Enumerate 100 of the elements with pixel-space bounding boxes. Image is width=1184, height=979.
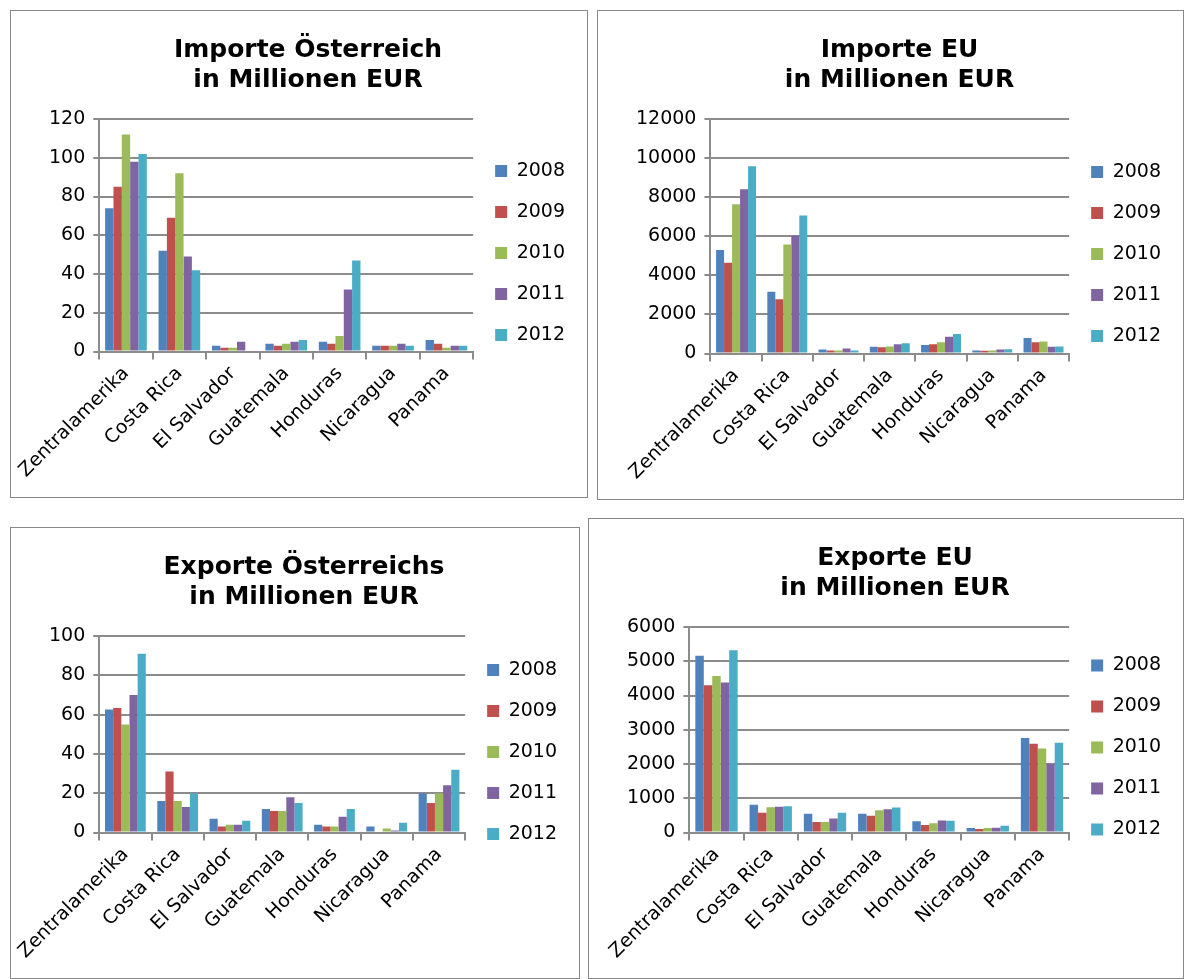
legend-label: 2010 — [1112, 240, 1162, 263]
bar — [121, 724, 130, 832]
y-tick-label: 0 — [73, 338, 86, 361]
y-tick-label: 100 — [49, 144, 86, 167]
y-tick-label: 6000 — [626, 613, 676, 636]
bar — [732, 204, 741, 353]
legend-label: 2009 — [516, 198, 566, 221]
bar — [130, 161, 139, 351]
bar — [443, 785, 452, 832]
bar — [820, 821, 830, 832]
bar — [1055, 346, 1064, 353]
bar — [322, 826, 331, 832]
bar — [113, 707, 122, 832]
bar — [812, 821, 821, 832]
bar — [105, 709, 114, 832]
bar — [937, 820, 947, 832]
bar — [716, 249, 725, 353]
bar — [724, 262, 733, 353]
y-tick-label: 3000 — [626, 716, 676, 739]
y-tick-label: 8000 — [648, 184, 697, 207]
bar — [842, 348, 851, 353]
bar — [885, 346, 894, 353]
y-tick-label: 4000 — [648, 262, 697, 285]
bar — [953, 333, 962, 353]
bar — [129, 694, 138, 832]
bar — [278, 810, 287, 832]
y-tick-label: 100 — [49, 622, 86, 645]
bar — [434, 793, 444, 832]
legend-label: 2012 — [1112, 322, 1162, 345]
bar — [405, 345, 414, 351]
bar — [766, 807, 775, 832]
bar — [1039, 341, 1048, 353]
bar — [983, 828, 992, 832]
bar — [346, 808, 355, 832]
legend-label: 2010 — [508, 738, 558, 761]
bar — [695, 655, 704, 832]
legend-label: 2009 — [1112, 693, 1162, 716]
legend-label: 2010 — [516, 239, 566, 262]
chart-title: Exporte Österreichs in Millionen EUR — [163, 549, 445, 610]
bar — [265, 343, 274, 351]
y-tick-label: 10000 — [635, 145, 697, 168]
bar — [893, 344, 902, 353]
bar — [228, 347, 237, 351]
legend-label: 2010 — [1112, 734, 1162, 757]
bar — [1004, 349, 1013, 353]
y-tick-label: 2000 — [626, 750, 676, 773]
bar — [220, 347, 229, 351]
bar — [425, 339, 434, 351]
bar — [343, 289, 353, 351]
bar — [397, 343, 406, 351]
y-tick-label: 60 — [61, 701, 86, 724]
bar — [1000, 825, 1009, 832]
legend-label: 2012 — [1112, 816, 1162, 839]
bar — [261, 808, 270, 832]
bar — [783, 244, 792, 353]
bar — [850, 350, 859, 353]
bar — [749, 804, 759, 832]
bar — [891, 807, 901, 832]
bar — [451, 769, 460, 832]
y-tick-label: 12000 — [635, 105, 697, 128]
bar — [286, 797, 295, 832]
chart-title: Importe Österreich in Millionen EUR — [173, 32, 443, 93]
bar — [290, 341, 299, 351]
bar — [458, 345, 468, 351]
bar — [1023, 337, 1032, 353]
legend-label: 2009 — [508, 697, 558, 720]
y-tick-label: 0 — [663, 819, 676, 842]
bar — [803, 813, 813, 832]
bar — [1020, 737, 1030, 832]
bar — [236, 341, 246, 351]
bar — [866, 815, 876, 832]
bar — [729, 650, 738, 832]
y-tick-label: 40 — [61, 740, 86, 763]
y-tick-label: 80 — [61, 662, 86, 685]
legend-label: 2009 — [1112, 199, 1162, 222]
y-tick-label: 60 — [61, 222, 86, 245]
bar — [211, 345, 221, 351]
bar — [382, 828, 391, 832]
bar — [137, 653, 146, 832]
bar — [269, 810, 279, 832]
bar — [166, 217, 176, 351]
bar — [433, 343, 443, 351]
bar — [921, 344, 930, 353]
y-tick-label: 0 — [684, 340, 697, 363]
y-tick-label: 0 — [73, 819, 86, 842]
bar — [1029, 743, 1038, 832]
bar — [901, 343, 910, 353]
bar — [183, 256, 192, 351]
bar — [366, 826, 375, 832]
bar — [937, 342, 946, 353]
bar — [165, 771, 174, 832]
legend-label: 2008 — [516, 157, 566, 180]
bar — [1031, 342, 1040, 353]
bar — [740, 189, 749, 353]
bar — [912, 821, 921, 832]
bar — [774, 806, 784, 832]
bar — [799, 215, 808, 353]
bar — [826, 350, 835, 353]
bar — [138, 153, 147, 351]
y-tick-label: 6000 — [648, 223, 697, 246]
